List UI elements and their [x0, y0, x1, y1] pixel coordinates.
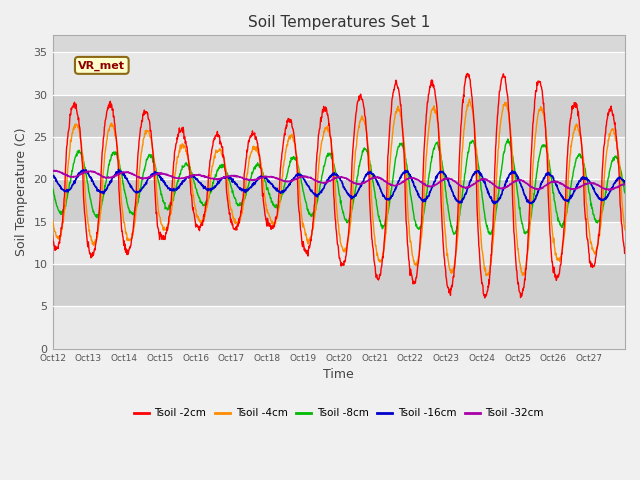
- Bar: [52, 180, 625, 222]
- Y-axis label: Soil Temperature (C): Soil Temperature (C): [15, 128, 28, 256]
- Text: VR_met: VR_met: [78, 60, 125, 71]
- X-axis label: Time: Time: [323, 368, 354, 381]
- Bar: [52, 264, 625, 306]
- Bar: [52, 95, 625, 137]
- Legend: Tsoil -2cm, Tsoil -4cm, Tsoil -8cm, Tsoil -16cm, Tsoil -32cm: Tsoil -2cm, Tsoil -4cm, Tsoil -8cm, Tsoi…: [129, 404, 548, 422]
- Title: Soil Temperatures Set 1: Soil Temperatures Set 1: [248, 15, 430, 30]
- Bar: [52, 222, 625, 264]
- Bar: [52, 137, 625, 180]
- Bar: [52, 52, 625, 95]
- Bar: [52, 306, 625, 349]
